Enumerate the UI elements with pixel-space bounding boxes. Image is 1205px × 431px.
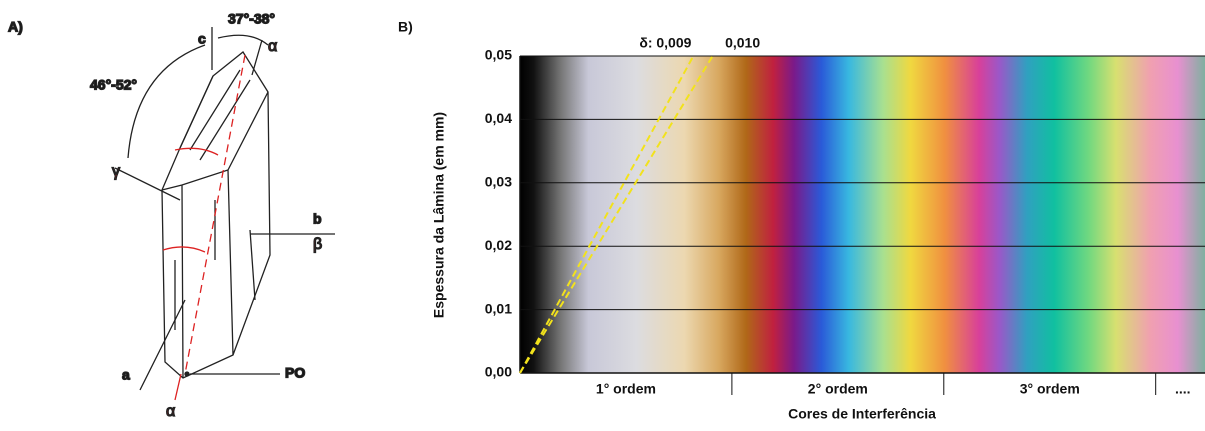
angle-label: 37°-38° (228, 11, 275, 27)
axis-label: b (313, 211, 322, 227)
birefringence-label: 0,010 (725, 35, 760, 51)
angle-label: 46°-52° (90, 77, 137, 93)
y-tick-label: 0,02 (485, 237, 512, 253)
y-axis-title: Espessura da Lâmina (em mm) (431, 112, 447, 318)
axis-label: a (122, 367, 130, 383)
chart: 0,00 0,01 0,02 0,03 0,04 0,05 1° ordem 2° ordem… (485, 35, 1205, 397)
y-tick-label: 0,01 (485, 300, 512, 316)
panel-label: B) (398, 19, 413, 35)
axis-label: c (198, 31, 206, 47)
y-tick-label: 0,04 (485, 110, 512, 126)
crystal-diagram: A) c 37°-38° α 46°-52° γ b β a PO α (7, 10, 335, 421)
y-tick-label: 0,05 (485, 47, 512, 63)
x-axis-title: Cores de Interferência (788, 406, 936, 422)
order-label: 2° ordem (808, 381, 868, 397)
axis-label: β (313, 236, 322, 253)
y-tick-label: 0,00 (485, 364, 512, 380)
birefringence-line (519, 55, 714, 374)
panel-label: A) (8, 19, 23, 35)
y-tick-label: 0,03 (485, 174, 512, 190)
order-label: 1° ordem (596, 381, 656, 397)
birefringence-line (519, 55, 695, 374)
axis-label: γ (112, 163, 120, 180)
interference-colors (520, 56, 1205, 373)
axis-label: α (166, 403, 175, 420)
po-label: PO (285, 365, 305, 381)
birefringence-label: δ: 0,009 (639, 35, 691, 51)
axis-label: α (268, 38, 277, 55)
order-label: 3° ordem (1020, 381, 1080, 397)
order-label: .... (1175, 381, 1191, 397)
